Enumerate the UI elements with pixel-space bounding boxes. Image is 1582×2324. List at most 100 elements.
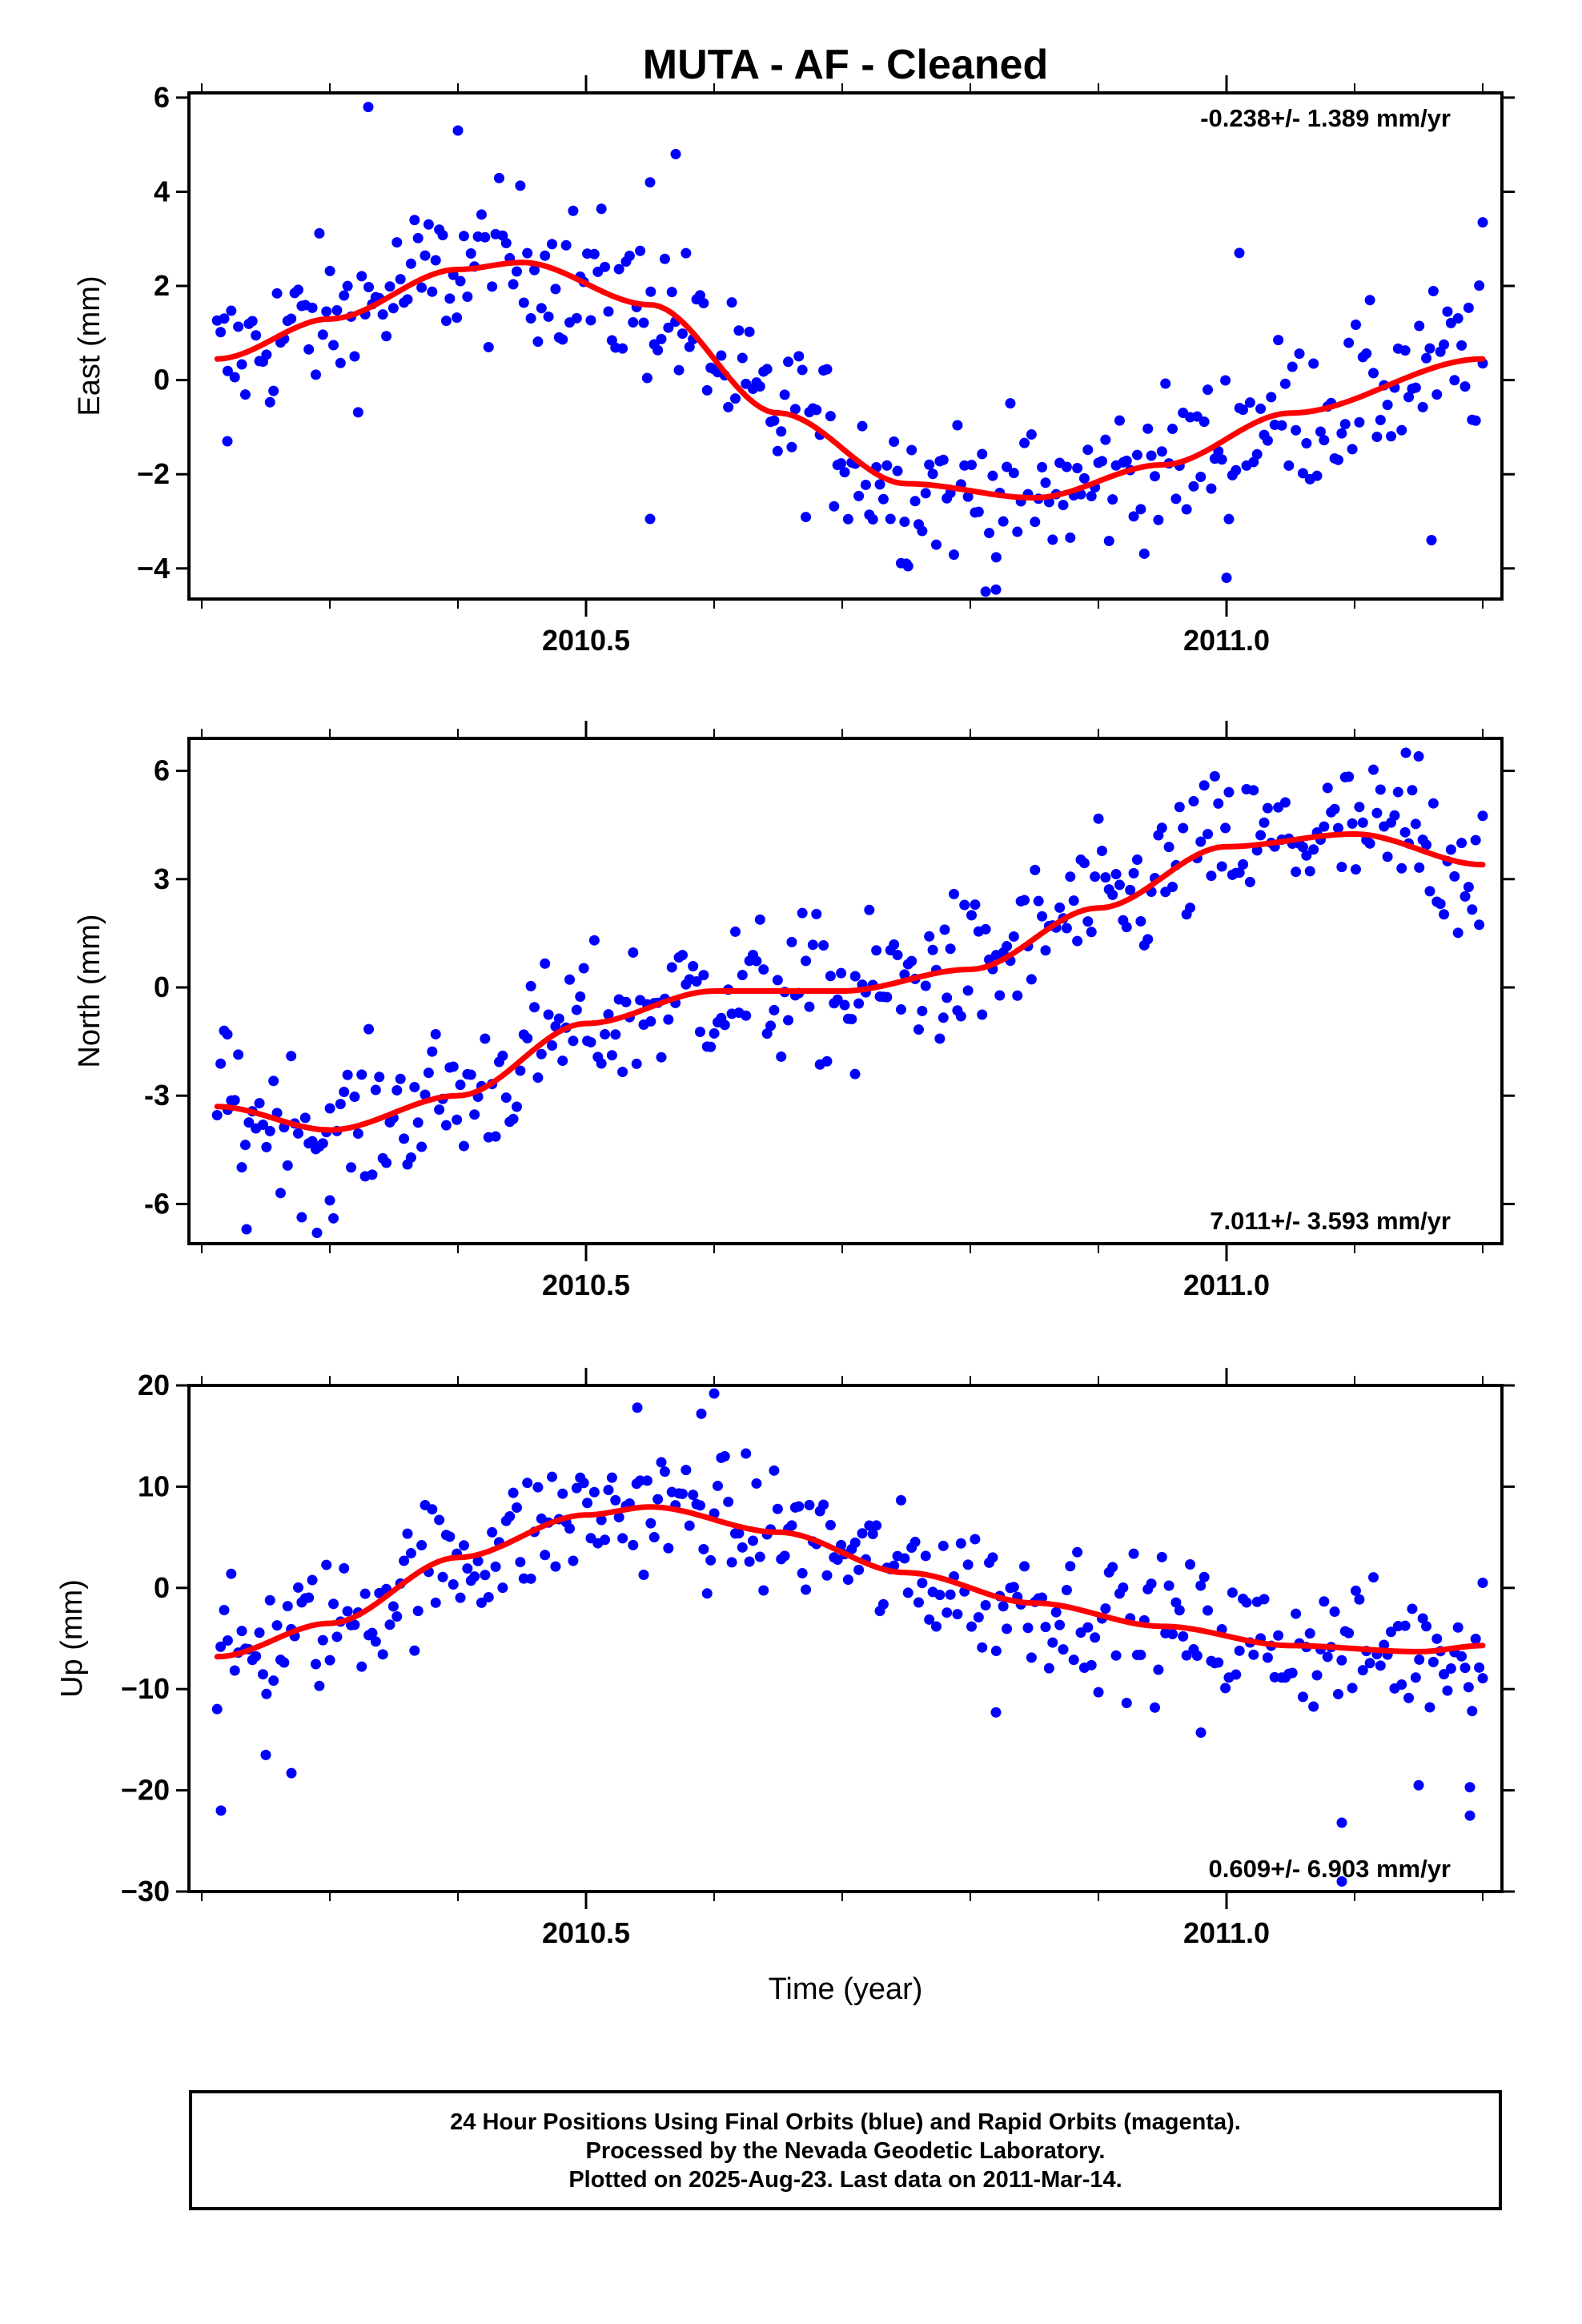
east-data-point: [423, 219, 434, 230]
east-data-points: [211, 102, 1488, 597]
east-data-point: [596, 203, 607, 215]
up-outlier-point: [632, 1402, 643, 1413]
east-outlier-point: [1426, 535, 1437, 546]
north-data-point: [296, 1212, 307, 1223]
up-data-point: [772, 1503, 783, 1514]
east-data-point: [1135, 504, 1146, 515]
north-data-point: [465, 1069, 476, 1080]
up-data-point: [409, 1645, 420, 1656]
east-data-point: [920, 488, 931, 499]
north-data-point: [1142, 934, 1154, 945]
east-data-point: [1213, 446, 1224, 457]
up-data-point: [1100, 1603, 1111, 1614]
up-data-point: [877, 1598, 889, 1610]
up-data-point: [701, 1588, 713, 1599]
north-data-point: [1297, 842, 1308, 853]
up-data-point: [1329, 1606, 1340, 1618]
up-data-point: [1262, 1652, 1273, 1663]
east-data-point: [356, 271, 367, 282]
north-data-point: [490, 1131, 501, 1142]
east-data-point: [1382, 400, 1393, 411]
east-plot-frame: [187, 91, 1504, 601]
east-data-point: [603, 306, 614, 317]
east-data-point: [613, 263, 624, 275]
east-data-point: [384, 281, 396, 292]
north-data-point: [620, 996, 632, 1007]
east-data-point: [391, 237, 403, 248]
up-outlier-point: [1336, 1876, 1347, 1887]
east-data-point: [1474, 280, 1485, 292]
up-data-point: [1463, 1682, 1474, 1693]
north-data-point: [1350, 864, 1361, 875]
east-data-point: [1149, 471, 1160, 482]
north-outlier-point: [1400, 747, 1411, 758]
up-data-point: [652, 1494, 664, 1505]
up-data-point: [1008, 1582, 1019, 1593]
up-data-point: [751, 1478, 762, 1489]
up-data-point: [1086, 1659, 1097, 1671]
north-data-point: [871, 945, 882, 956]
east-data-point: [1107, 494, 1118, 505]
north-data-point: [416, 1141, 428, 1152]
up-data-point: [1231, 1669, 1242, 1680]
north-data-point: [1093, 813, 1104, 824]
east-data-point: [1279, 378, 1291, 389]
up-data-point: [1445, 1663, 1456, 1675]
up-outlier-point: [1195, 1727, 1207, 1739]
north-panel: 2010.5 2011.0 -6 -3 0 3 6 North (mm) 7.011+/- 3.…: [73, 721, 1515, 1301]
east-outlier-point: [1221, 573, 1232, 584]
north-data-point: [924, 931, 935, 942]
east-data-point: [1460, 381, 1471, 392]
east-data-point: [990, 552, 1002, 563]
up-data-point: [219, 1604, 230, 1615]
north-data-point: [804, 1001, 815, 1012]
east-data-point: [980, 586, 991, 597]
north-data-point: [434, 1104, 445, 1116]
up-data-point: [279, 1657, 290, 1668]
east-data-point: [1364, 295, 1375, 306]
up-data-point: [427, 1504, 438, 1515]
north-data-point: [970, 899, 981, 911]
north-data-point: [236, 1162, 247, 1173]
up-data-point: [1149, 1702, 1160, 1713]
north-data-point: [1463, 882, 1474, 893]
north-data-point: [959, 899, 970, 911]
up-data-point: [588, 1486, 600, 1498]
north-data-point: [568, 1035, 579, 1047]
north-data-points: [211, 747, 1488, 1238]
north-data-point: [776, 1051, 787, 1062]
north-data-point: [1354, 802, 1365, 813]
up-data-point: [1431, 1633, 1443, 1644]
footer-line-1: 24 Hour Positions Using Final Orbits (bl…: [450, 2109, 1241, 2135]
north-data-point: [677, 950, 688, 961]
up-data-point: [405, 1548, 416, 1559]
north-data-point: [211, 1110, 223, 1121]
east-data-point: [420, 250, 431, 261]
north-data-point: [543, 1009, 554, 1020]
east-data-point: [1470, 415, 1481, 426]
up-data-point: [853, 1564, 865, 1575]
east-data-point: [1114, 415, 1125, 426]
north-data-point: [1319, 821, 1330, 832]
east-data-point: [1220, 375, 1231, 386]
up-data-point: [222, 1635, 233, 1647]
up-data-point: [1191, 1651, 1203, 1662]
north-data-point: [233, 1049, 244, 1060]
east-data-point: [557, 334, 568, 345]
up-data-point: [610, 1494, 621, 1506]
east-data-point: [271, 287, 283, 299]
east-data-point: [874, 479, 885, 490]
north-data-point: [610, 1029, 621, 1040]
north-data-point: [906, 955, 917, 967]
north-data-point: [1037, 911, 1048, 922]
up-data-point: [448, 1579, 459, 1590]
north-data-point: [299, 1112, 311, 1124]
east-data-point: [1199, 416, 1210, 428]
north-data-point: [765, 1020, 777, 1031]
east-data-point: [1100, 434, 1111, 445]
up-data-point: [1167, 1629, 1178, 1640]
up-data-point: [645, 1518, 656, 1529]
east-data-point: [624, 250, 635, 261]
east-data-point: [694, 290, 705, 301]
north-data-point: [1078, 858, 1090, 869]
